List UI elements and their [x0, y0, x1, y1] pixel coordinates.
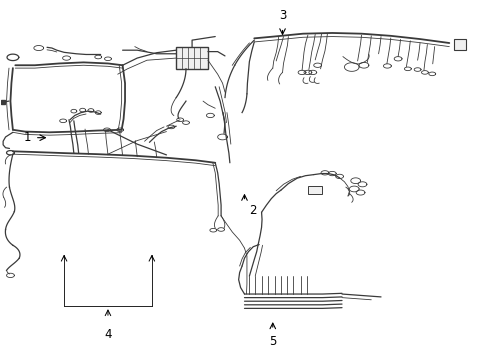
Text: 3: 3: [278, 9, 285, 22]
Text: 4: 4: [104, 328, 111, 341]
Bar: [307, 186, 321, 194]
Bar: [176, 47, 207, 69]
Text: 1: 1: [24, 131, 31, 144]
Text: 2: 2: [249, 204, 256, 217]
Bar: [453, 40, 466, 50]
Text: 5: 5: [268, 335, 276, 348]
